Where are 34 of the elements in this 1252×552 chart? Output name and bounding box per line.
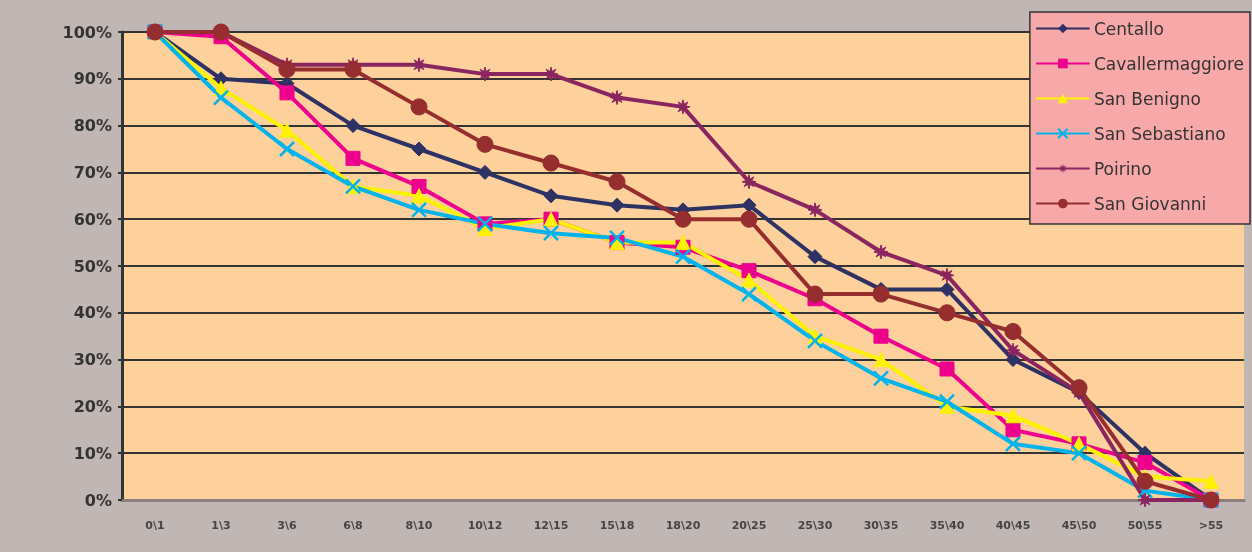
x-tick-label: 3\6 [277,519,298,532]
y-tick-label: 90% [73,69,112,89]
x-tick-label: 40\45 [995,519,1031,532]
y-tick-label: 100% [62,22,112,42]
x-tick-label: >55 [1198,519,1224,532]
legend-label: San Sebastiano [1093,123,1226,144]
x-tick-label: 1\3 [211,519,231,532]
x-tick-label: 18\20 [665,519,701,532]
y-tick-label: 80% [73,116,112,136]
y-tick-label: 40% [73,303,112,323]
y-tick-label: 60% [73,209,112,229]
y-tick-label: 30% [73,350,112,370]
x-tick-label: 0\1 [145,519,165,532]
x-tick-label: 50\55 [1127,519,1163,532]
legend-label: San Benigno [1093,88,1201,109]
x-tick-label: 6\8 [343,519,363,532]
x-tick-label: 8\10 [405,519,433,532]
x-tick-label: 35\40 [929,519,965,532]
legend-label: Cavallermaggiore [1093,53,1245,74]
x-tick-label: 12\15 [533,519,569,532]
legend-label: Centallo [1093,18,1164,39]
legend-label: San Giovanni [1093,193,1207,214]
y-tick-label: 70% [73,162,112,182]
x-tick-label: 15\18 [599,519,635,532]
y-tick-label: 10% [73,443,112,463]
y-tick-label: 20% [73,396,112,416]
x-tick-label: 45\50 [1061,519,1097,532]
x-tick-label: 30\35 [863,519,899,532]
x-tick-label: 10\12 [467,519,503,532]
x-tick-label: 25\30 [797,519,833,532]
y-tick-label: 0% [84,490,112,510]
x-tick-label: 20\25 [731,519,767,532]
legend-label: Poirino [1093,158,1152,179]
y-tick-label: 50% [73,256,112,276]
